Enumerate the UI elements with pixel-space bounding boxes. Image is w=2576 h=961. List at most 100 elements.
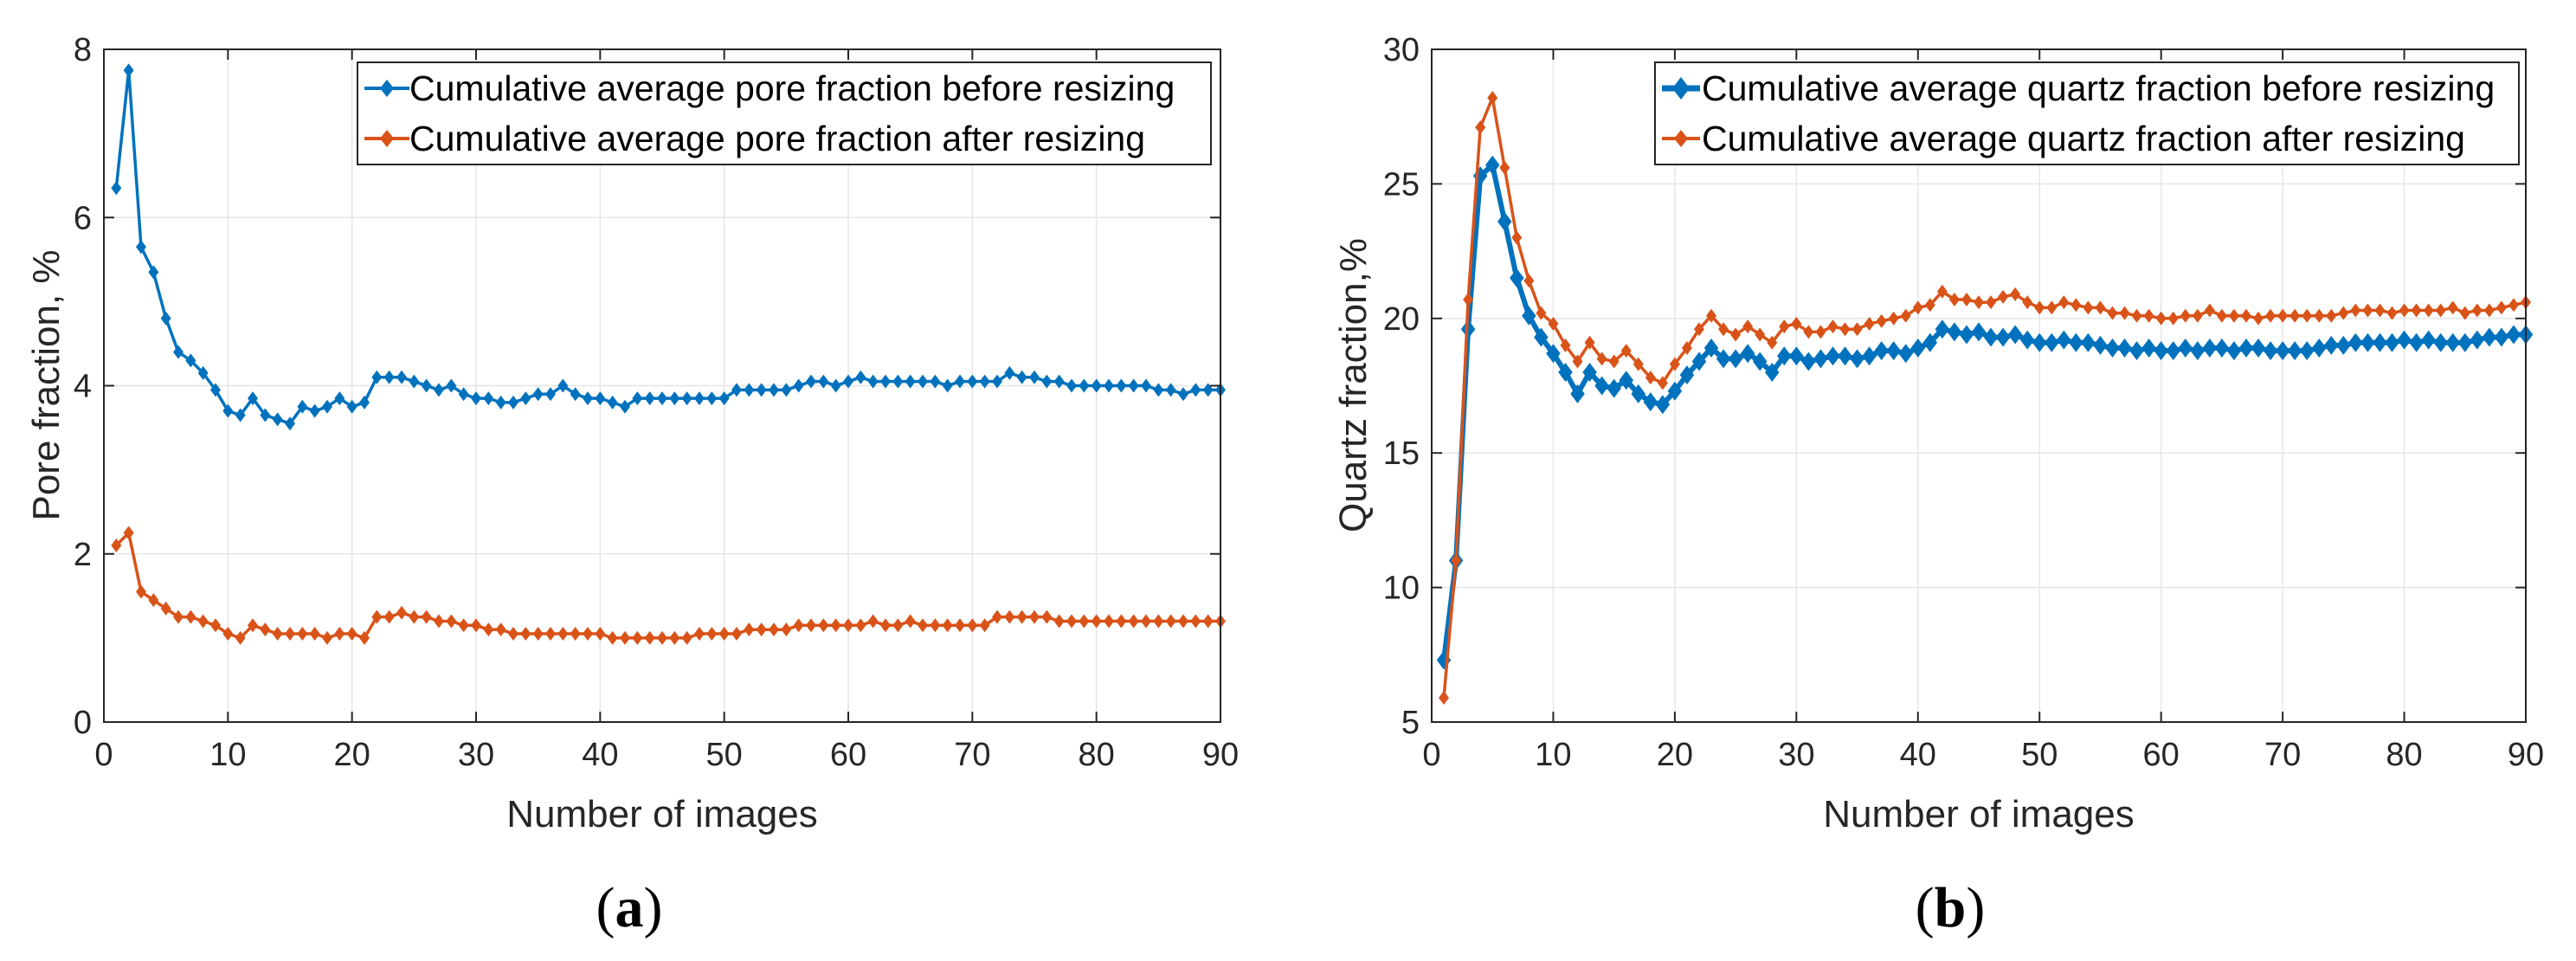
data-point-b-1 [2143, 308, 2154, 323]
data-point-a-1 [867, 614, 879, 629]
data-point-a-1 [620, 630, 630, 645]
data-point-a-0 [434, 383, 444, 397]
ticks-b: 0 10 20 30 40 50 60 70 80 90 5 10 15 20 25 30 [1383, 32, 2544, 773]
data-point-a-1 [322, 630, 332, 645]
data-point-b-0 [1522, 306, 1536, 326]
y-tick-label-a: 4 [74, 369, 92, 405]
y-tick-label-b: 15 [1383, 435, 1420, 472]
data-point-b-1 [2302, 308, 2313, 323]
data-point-b-1 [2435, 303, 2446, 318]
x-tick-label-b: 10 [1535, 737, 1571, 773]
x-tick-label-b: 80 [2386, 737, 2422, 773]
data-point-a-1 [1066, 614, 1077, 629]
data-point-b-1 [1864, 317, 1875, 332]
data-point-a-1 [520, 627, 531, 642]
data-point-b-1 [2338, 306, 2349, 320]
data-point-a-0 [1066, 378, 1077, 393]
data-point-a-1 [1004, 609, 1015, 624]
data-point-a-1 [185, 609, 196, 624]
data-point-a-1 [532, 627, 544, 642]
data-point-a-0 [694, 391, 705, 406]
data-point-a-1 [148, 593, 159, 608]
data-point-b-1 [2155, 311, 2167, 326]
data-point-a-0 [681, 391, 692, 406]
data-point-a-0 [706, 391, 718, 406]
data-point-a-0 [322, 399, 332, 414]
x-tick-label-b: 40 [1900, 737, 1936, 773]
data-point-a-1 [930, 618, 941, 633]
data-point-b-1 [1900, 308, 1911, 323]
data-point-a-1 [346, 627, 357, 642]
data-point-a-1 [508, 627, 518, 642]
data-point-b-0 [2445, 332, 2460, 352]
data-point-a-1 [297, 627, 308, 642]
data-point-a-1 [1091, 614, 1102, 629]
data-point-b-1 [1536, 306, 1547, 320]
data-point-b-0 [2238, 338, 2254, 358]
data-point-b-0 [1971, 322, 1987, 342]
data-point-b-0 [2019, 330, 2035, 350]
data-point-a-0 [483, 391, 494, 406]
data-point-a-1 [557, 627, 569, 642]
data-point-b-1 [2386, 306, 2398, 320]
data-point-b-1 [2350, 303, 2361, 318]
data-point-b-1 [1645, 371, 1656, 385]
data-point-b-1 [2496, 300, 2507, 315]
data-point-b-1 [1948, 293, 1960, 307]
data-point-b-1 [2034, 300, 2045, 315]
data-point-b-1 [1596, 352, 1607, 366]
data-point-b-1 [1815, 325, 1826, 339]
data-point-b-1 [1998, 289, 2009, 304]
x-tick-label-b: 50 [2021, 737, 2058, 773]
x-tick-label-b: 70 [2264, 737, 2301, 773]
data-point-a-1 [123, 526, 134, 540]
data-point-a-0 [371, 370, 383, 384]
legend-box-a [357, 61, 1212, 165]
data-point-b-0 [1510, 268, 1524, 288]
data-point-b-1 [2471, 303, 2483, 318]
data-point-b-1 [1487, 90, 1498, 105]
data-point-a-1 [967, 618, 978, 633]
data-point-b-0 [1594, 376, 1609, 396]
data-point-b-0 [2348, 332, 2363, 352]
data-point-a-0 [756, 383, 767, 397]
data-point-b-1 [2022, 295, 2033, 310]
data-point-b-0 [1910, 338, 1926, 358]
data-point-a-0 [197, 365, 209, 380]
data-point-b-0 [1983, 327, 1999, 347]
data-point-b-1 [2508, 298, 2519, 313]
data-point-a-1 [235, 630, 246, 645]
data-point-a-1 [718, 627, 730, 642]
data-point-a-1 [918, 618, 928, 633]
data-point-b-0 [1740, 344, 1755, 364]
data-point-b-1 [2107, 306, 2118, 320]
data-point-a-0 [632, 391, 643, 406]
data-point-a-1 [892, 618, 904, 633]
data-point-a-0 [744, 383, 755, 397]
x-tick-label-b: 60 [2143, 737, 2180, 773]
data-point-a-0 [160, 311, 171, 326]
data-point-b-0 [2190, 341, 2206, 361]
data-point-b-0 [2214, 338, 2230, 358]
x-tick-label-a: 10 [209, 737, 246, 773]
y-tick-label-a: 0 [74, 705, 92, 741]
data-point-a-0 [781, 383, 792, 397]
data-point-b-1 [1718, 322, 1729, 337]
data-point-b-1 [2447, 300, 2458, 315]
data-point-b-1 [2277, 308, 2289, 323]
data-point-a-0 [346, 399, 357, 414]
data-point-b-0 [1703, 338, 1719, 358]
data-point-a-1 [222, 627, 234, 642]
data-point-a-0 [595, 391, 606, 406]
data-point-b-0 [1789, 346, 1804, 366]
data-point-a-0 [1091, 378, 1102, 393]
data-point-a-0 [421, 378, 432, 393]
data-point-a-0 [446, 378, 457, 393]
data-point-a-1 [371, 609, 383, 624]
data-point-a-1 [1141, 614, 1151, 629]
data-point-a-0 [1053, 374, 1065, 389]
data-point-b-1 [2423, 303, 2434, 318]
data-point-b-0 [2057, 330, 2071, 350]
data-point-a-0 [731, 383, 742, 397]
data-point-a-1 [769, 622, 779, 637]
